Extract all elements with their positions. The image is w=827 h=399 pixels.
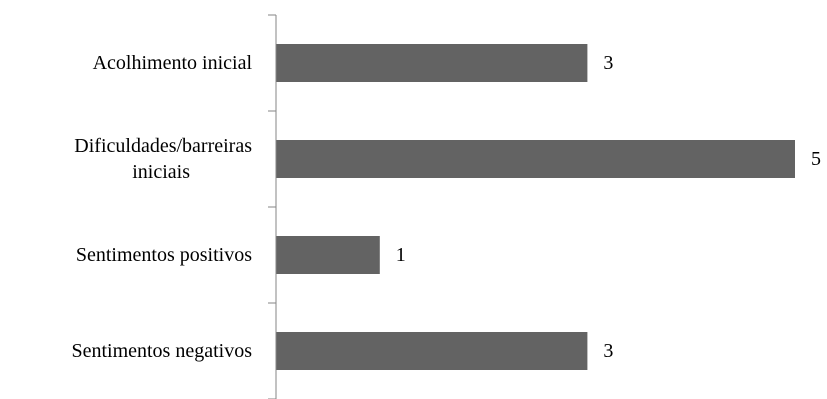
category-label-dificuldades-barreiras-iniciais: Dificuldades/barreiras iniciais xyxy=(74,135,252,183)
bar-sentimentos-negativos xyxy=(276,332,588,370)
bars-group xyxy=(276,44,795,370)
data-label-acolhimento-inicial: 3 xyxy=(603,52,613,74)
category-labels: Acolhimento inicial Dificuldades/barreira… xyxy=(71,52,252,362)
data-labels: 3 5 1 3 xyxy=(396,52,821,362)
category-label-sentimentos-positivos: Sentimentos positivos xyxy=(76,244,252,266)
data-label-sentimentos-negativos: 3 xyxy=(603,340,613,362)
data-label-dificuldades-barreiras-iniciais: 5 xyxy=(811,148,821,170)
bar-acolhimento-inicial xyxy=(276,44,588,82)
data-label-sentimentos-positivos: 1 xyxy=(396,244,406,266)
bar-dificuldades-barreiras-iniciais xyxy=(276,140,795,178)
category-label-sentimentos-negativos: Sentimentos negativos xyxy=(71,340,252,362)
category-label-acolhimento-inicial: Acolhimento inicial xyxy=(93,52,253,74)
category-axis xyxy=(268,14,277,399)
bar-sentimentos-positivos xyxy=(276,236,380,274)
